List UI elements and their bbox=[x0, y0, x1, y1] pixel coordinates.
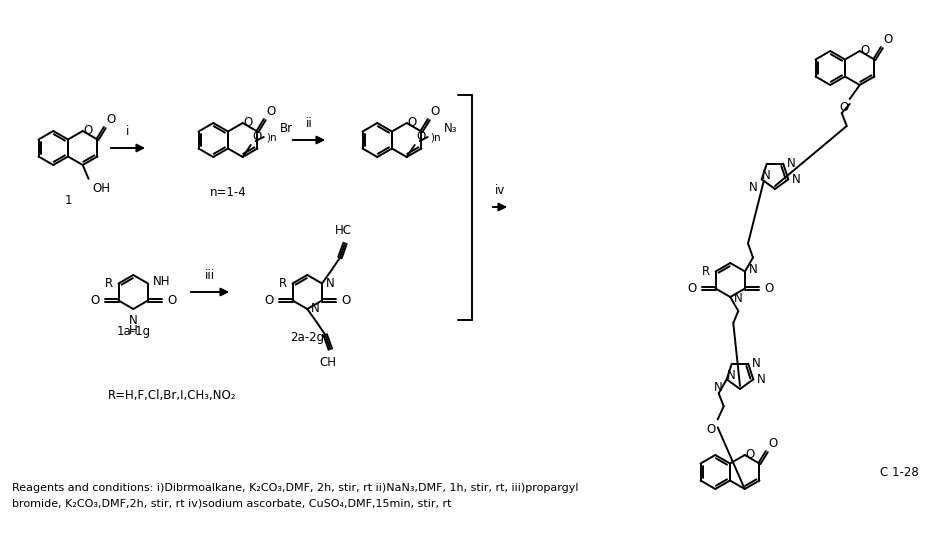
Text: N: N bbox=[726, 369, 734, 382]
Text: Br: Br bbox=[279, 122, 293, 136]
Text: R: R bbox=[105, 277, 112, 290]
Text: N: N bbox=[311, 302, 320, 315]
Text: )n: )n bbox=[265, 133, 276, 143]
Text: O: O bbox=[838, 101, 848, 114]
Text: iv: iv bbox=[495, 184, 505, 197]
Text: N: N bbox=[761, 169, 769, 182]
Text: O: O bbox=[264, 294, 273, 307]
Text: N: N bbox=[749, 263, 757, 276]
Text: O: O bbox=[706, 423, 715, 436]
Text: N: N bbox=[751, 357, 760, 370]
Text: O: O bbox=[407, 117, 416, 130]
Text: N: N bbox=[749, 182, 757, 195]
Text: N: N bbox=[326, 277, 334, 290]
Text: bromide, K₂CO₃,DMF,2h, stir, rt iv)sodium ascorbate, CuSO₄,DMF,15min, stir, rt: bromide, K₂CO₃,DMF,2h, stir, rt iv)sodiu… bbox=[12, 499, 451, 509]
Text: O: O bbox=[341, 294, 350, 307]
Text: i: i bbox=[126, 125, 129, 138]
Text: n=1-4: n=1-4 bbox=[210, 186, 246, 199]
Text: N₃: N₃ bbox=[444, 122, 457, 136]
Text: R: R bbox=[700, 265, 709, 278]
Text: N: N bbox=[786, 157, 795, 170]
Text: R=H,F,Cl,Br,I,CH₃,NO₂: R=H,F,Cl,Br,I,CH₃,NO₂ bbox=[108, 390, 236, 403]
Text: )n: )n bbox=[430, 133, 440, 143]
Text: O: O bbox=[745, 448, 754, 461]
Text: O: O bbox=[768, 437, 777, 450]
Text: N: N bbox=[791, 173, 801, 186]
Text: H: H bbox=[128, 324, 138, 337]
Text: NH: NH bbox=[153, 275, 170, 288]
Text: O: O bbox=[860, 44, 869, 57]
Text: O: O bbox=[416, 130, 426, 143]
Text: 1: 1 bbox=[64, 193, 72, 207]
Text: OH: OH bbox=[93, 182, 110, 195]
Text: O: O bbox=[91, 294, 99, 307]
Text: CH: CH bbox=[319, 356, 336, 369]
Text: O: O bbox=[686, 282, 696, 295]
Text: O: O bbox=[266, 105, 276, 118]
Text: Reagents and conditions: i)Dibrmoalkane, K₂CO₃,DMF, 2h, stir, rt ii)NaN₃,DMF, 1h: Reagents and conditions: i)Dibrmoalkane,… bbox=[12, 483, 578, 493]
Text: R: R bbox=[278, 277, 286, 290]
Text: O: O bbox=[883, 33, 892, 46]
Text: C 1-28: C 1-28 bbox=[879, 466, 918, 479]
Text: O: O bbox=[84, 125, 93, 138]
Text: O: O bbox=[763, 282, 772, 295]
Text: O: O bbox=[167, 294, 177, 307]
Text: N: N bbox=[756, 373, 766, 386]
Text: O: O bbox=[244, 117, 253, 130]
Text: O: O bbox=[430, 105, 440, 118]
Text: HC: HC bbox=[334, 223, 351, 236]
Text: O: O bbox=[252, 130, 261, 143]
Text: N: N bbox=[733, 293, 742, 306]
Text: N: N bbox=[713, 382, 722, 395]
Text: iii: iii bbox=[205, 269, 215, 282]
Text: 2a-2g: 2a-2g bbox=[290, 331, 324, 344]
Text: ii: ii bbox=[305, 117, 312, 130]
Text: O: O bbox=[107, 113, 116, 126]
Text: 1a-1g: 1a-1g bbox=[116, 325, 150, 338]
Text: N: N bbox=[128, 314, 138, 327]
